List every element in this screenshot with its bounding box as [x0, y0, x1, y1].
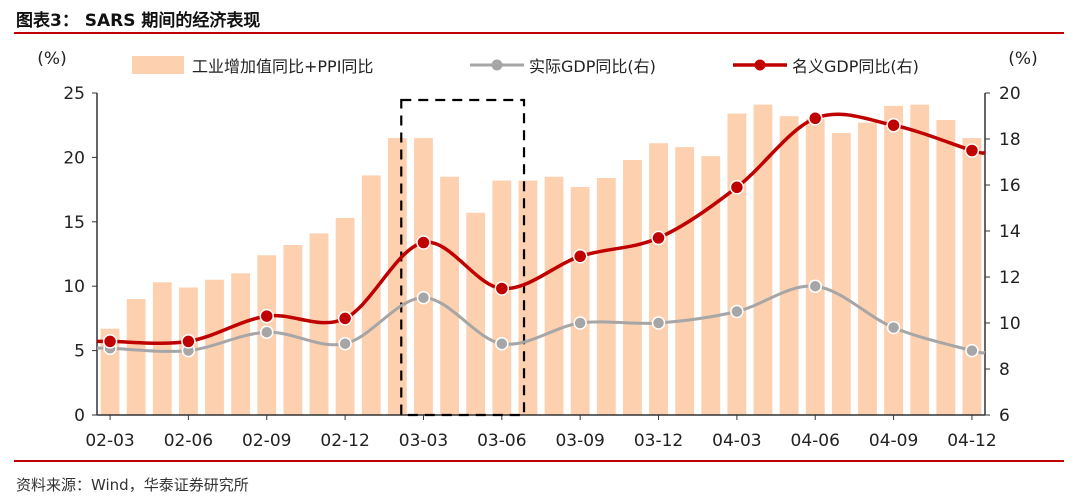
bar-04-08: [858, 122, 877, 416]
nominal-gdp-point-04-12: [964, 143, 980, 158]
real-gdp-point-04-03: [730, 304, 744, 319]
real-gdp-point-03-09: [573, 316, 587, 330]
bar-02-07: [205, 279, 224, 415]
bar-03-03: [414, 138, 433, 415]
x-tick-label: 04-03: [712, 431, 761, 451]
x-tick-label: 04-12: [947, 431, 996, 451]
bar-04-09: [884, 105, 903, 415]
bar-04-05: [779, 116, 799, 416]
y-left-unit: (%): [37, 49, 66, 69]
nominal-gdp-point-02-12: [337, 311, 353, 326]
nominal-gdp-line: [97, 112, 986, 346]
bar-04-07: [831, 132, 851, 416]
x-tick-label: 02-09: [242, 431, 291, 451]
top-rule: [14, 32, 1064, 34]
y-right-tick-label: 10: [999, 314, 1021, 334]
bar-03-04: [440, 176, 459, 415]
x-tick-label: 02-06: [164, 431, 213, 451]
legend-nominal-label: 名义GDP同比(右): [792, 57, 919, 76]
real-gdp-point-04-09: [886, 320, 901, 335]
x-tick-label: 03-06: [477, 431, 526, 451]
bar-02-08: [231, 273, 251, 415]
legend-real-label: 实际GDP同比(右): [529, 57, 656, 76]
nominal-gdp-point-04-06: [807, 111, 823, 126]
nominal-gdp-point-03-03: [416, 235, 431, 250]
nominal-gdp-point-03-06: [494, 281, 510, 296]
y-right-tick-label: 14: [999, 222, 1021, 242]
bar-04-11: [936, 120, 956, 415]
y-left-tick-label: 15: [63, 213, 85, 233]
real-gdp-point-03-06: [495, 336, 509, 351]
x-tick-label: 04-06: [791, 431, 840, 451]
bar-03-08: [544, 176, 564, 415]
real-gdp-point-04-06: [808, 279, 822, 293]
bar-03-11: [623, 159, 642, 415]
bottom-rule: [14, 460, 1064, 462]
bar-03-12: [649, 143, 668, 415]
legend-real-marker: [491, 59, 503, 71]
legend-nominal-marker: [754, 59, 766, 71]
bar-04-01: [675, 147, 695, 415]
y-left-tick-label: 20: [63, 148, 85, 168]
real-gdp-point-04-12: [965, 343, 979, 358]
bar-04-04: [753, 104, 773, 415]
x-tick-label: 03-03: [399, 431, 448, 451]
bar-04-12: [962, 138, 982, 415]
y-left-tick-label: 0: [74, 406, 85, 426]
y-left-tick-label: 5: [74, 342, 85, 362]
y-right-tick-label: 6: [999, 406, 1010, 426]
nominal-gdp-point-03-09: [572, 249, 588, 264]
bar-03-06: [492, 180, 512, 415]
y-right-tick-label: 20: [999, 84, 1021, 104]
nominal-gdp-point-02-03: [102, 334, 118, 349]
bar-02-10: [283, 244, 303, 415]
bar-04-10: [910, 104, 930, 415]
bar-03-10: [596, 178, 616, 415]
legend-bar-label: 工业增加值同比+PPI同比: [192, 57, 373, 76]
y-right-unit: (%): [1008, 49, 1037, 69]
x-tick-label: 03-12: [634, 431, 683, 451]
sars-economy-chart: 0 5 10 15 20 25 6 8 10 12 14 16 18 20 (%) (%) 02-03 02-06…: [37, 49, 1037, 451]
nominal-gdp-point-02-09: [259, 308, 275, 324]
y-right-tick-label: 16: [999, 176, 1021, 196]
bar-04-02: [701, 156, 721, 415]
x-tick-label: 02-12: [320, 431, 369, 451]
real-gdp-point-03-12: [651, 316, 666, 330]
real-gdp-line: [96, 284, 986, 355]
chart-title: 图表3： SARS 期间的经济表现: [16, 11, 261, 31]
bar-02-05: [152, 282, 172, 415]
source-note: 资料来源：Wind，华泰证券研究所: [16, 476, 249, 494]
real-gdp-point-02-12: [338, 336, 352, 351]
bar-04-06: [805, 118, 825, 415]
x-tick-label: 03-09: [555, 431, 604, 451]
y-right-tick-label: 18: [999, 130, 1021, 150]
legend-bar-swatch: [132, 56, 184, 74]
y-left-tick-label: 10: [63, 277, 85, 297]
bar-02-04: [126, 299, 146, 415]
x-tick-label: 04-09: [869, 431, 918, 451]
real-gdp-point-03-03: [416, 290, 431, 305]
nominal-gdp-point-04-03: [729, 180, 745, 195]
y-left-tick-label: 25: [63, 84, 85, 104]
y-right-tick-label: 8: [999, 360, 1010, 380]
bar-03-09: [570, 187, 590, 415]
bar-03-02: [387, 138, 407, 415]
bar-04-03: [727, 113, 747, 415]
nominal-gdp-point-02-06: [181, 334, 196, 349]
real-gdp-point-02-09: [260, 325, 274, 339]
nominal-gdp-point-04-09: [886, 117, 901, 133]
y-right-tick-label: 12: [999, 268, 1021, 288]
x-tick-label: 02-03: [85, 431, 134, 451]
bar-03-05: [466, 212, 486, 415]
bar-02-11: [309, 233, 329, 415]
nominal-gdp-point-03-12: [651, 230, 666, 246]
bar-03-07: [518, 180, 538, 415]
